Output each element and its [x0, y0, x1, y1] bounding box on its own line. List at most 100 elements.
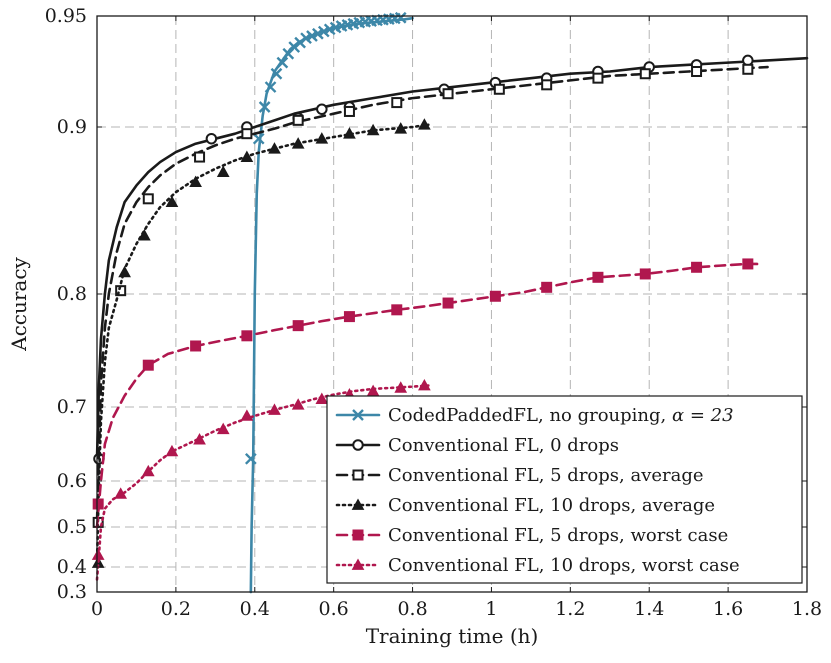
legend-marker	[352, 409, 364, 421]
plot-frame	[96, 15, 808, 593]
data-point	[258, 101, 271, 113]
data-point	[366, 123, 380, 136]
data-point	[189, 175, 202, 188]
data-point	[391, 304, 403, 316]
data-point	[268, 142, 281, 154]
legend-marker	[352, 529, 364, 541]
series-line	[95, 123, 430, 565]
data-point	[141, 464, 155, 477]
data-point	[118, 265, 131, 278]
data-point	[742, 258, 754, 270]
legend-marker	[352, 439, 364, 451]
data-point	[137, 229, 151, 241]
data-point	[343, 105, 355, 117]
legend-marker	[351, 498, 365, 510]
y-tick-label: 0.6	[57, 470, 87, 492]
data-point	[442, 88, 454, 100]
data-point	[394, 122, 408, 134]
data-point	[315, 132, 329, 144]
x-tick-label: 1.2	[555, 598, 585, 620]
legend-label: Conventional FL, 10 drops, average	[388, 495, 715, 516]
data-point	[240, 150, 254, 162]
data-point	[291, 137, 305, 149]
data-point	[315, 392, 329, 404]
data-point	[541, 281, 553, 293]
series-0	[244, 11, 414, 594]
data-point	[216, 165, 230, 177]
data-point	[639, 68, 651, 80]
data-point	[493, 83, 505, 95]
x-tick-label: 1.4	[634, 598, 664, 620]
data-point	[691, 66, 703, 77]
y-tick-label: 0.5	[57, 516, 87, 538]
legend-box	[326, 395, 803, 584]
data-point	[91, 548, 105, 560]
data-point	[592, 271, 604, 283]
data-point	[489, 290, 501, 302]
data-point	[691, 261, 703, 273]
data-point	[216, 422, 230, 435]
data-point	[264, 81, 277, 93]
data-point	[244, 452, 257, 465]
data-point	[639, 268, 651, 280]
data-point	[292, 320, 304, 332]
y-tick-label: 0.7	[57, 396, 87, 418]
x-tick-label: 0.2	[161, 598, 191, 620]
legend-label: Conventional FL, 0 drops	[388, 435, 619, 456]
series-line	[95, 384, 430, 581]
series-line	[95, 56, 809, 461]
data-point	[394, 11, 407, 24]
data-point	[268, 403, 281, 415]
data-point	[114, 487, 128, 499]
series-3	[91, 118, 431, 568]
legend-label: Conventional FL, 10 drops, worst case	[388, 555, 740, 576]
data-point	[190, 340, 202, 352]
data-point	[276, 56, 289, 69]
data-point	[165, 444, 179, 457]
data-point	[270, 67, 283, 80]
series-line	[95, 262, 761, 529]
series-5	[91, 379, 431, 581]
y-axis-label: Accuracy	[7, 256, 31, 351]
legend: CodedPaddedFL, no grouping, α = 23 Conven…	[326, 395, 803, 584]
data-point	[165, 195, 179, 208]
series-4	[92, 258, 761, 529]
y-tick-label: 0.3	[57, 581, 87, 603]
data-point	[240, 409, 254, 421]
data-point	[541, 79, 553, 91]
data-point	[343, 311, 355, 323]
y-tick-label: 0.4	[57, 556, 87, 578]
data-point	[142, 359, 154, 371]
data-point	[291, 398, 305, 410]
data-point	[343, 127, 356, 139]
series-line	[95, 65, 769, 524]
series-layer	[91, 11, 809, 594]
legend-marker	[351, 558, 365, 570]
x-tick-label: 0	[91, 598, 103, 620]
data-point	[391, 97, 403, 109]
x-tick-label: 0.6	[319, 598, 349, 620]
data-point	[418, 118, 431, 130]
y-tick-label: 0.9	[57, 116, 87, 138]
legend-label: Conventional FL, 5 drops, worst case	[388, 525, 728, 546]
data-point	[241, 330, 253, 342]
x-tick-label: 0.4	[240, 598, 270, 620]
x-axis-label: Training time (h)	[366, 624, 539, 648]
data-point	[442, 297, 454, 309]
x-tick-label: 1.6	[713, 598, 743, 620]
legend-label: Conventional FL, 5 drops, average	[388, 465, 704, 486]
data-point	[742, 54, 754, 67]
data-point	[592, 72, 604, 84]
data-point	[252, 132, 265, 145]
axis-ticks: 0 0.2 0.4 0.6 0.8 1 1.2 1.4 1.6 1.8 0.3 0.4 0.5 0.6 0.…	[45, 5, 822, 620]
data-point	[394, 381, 408, 393]
x-tick-label: 0.8	[397, 598, 427, 620]
y-tick-label: 0.8	[57, 283, 87, 305]
data-point	[742, 63, 754, 75]
y-tick-label: 0.95	[45, 5, 87, 27]
data-point	[194, 151, 206, 163]
data-point	[205, 132, 218, 145]
data-point	[142, 193, 154, 205]
data-point	[193, 433, 206, 445]
